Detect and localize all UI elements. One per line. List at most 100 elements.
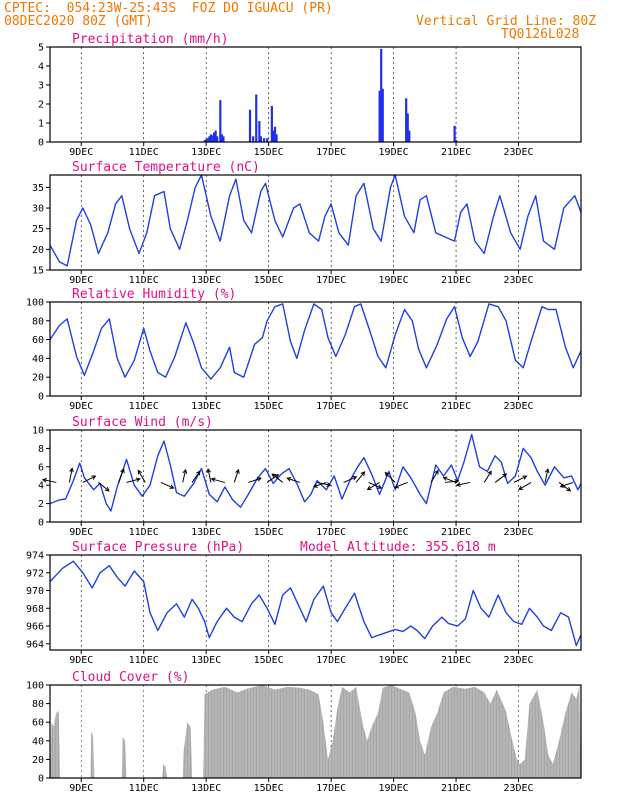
wind-arrow-head bbox=[206, 468, 212, 474]
x-tick-label: 15DEC bbox=[254, 655, 284, 666]
wind-arrow-head bbox=[384, 471, 390, 477]
wind-arrow-head bbox=[182, 468, 188, 474]
y-tick-label: 15 bbox=[32, 266, 44, 277]
x-tick-label: 23DEC bbox=[503, 655, 533, 666]
y-tick-label: 968 bbox=[26, 604, 44, 615]
y-tick-label: 30 bbox=[32, 204, 44, 215]
wind-arrow bbox=[483, 470, 492, 483]
y-tick-label: 0 bbox=[38, 138, 44, 149]
x-tick-label: 13DEC bbox=[191, 783, 221, 794]
x-tick-label: 21DEC bbox=[441, 147, 471, 158]
precip-bar bbox=[273, 126, 277, 142]
panel-title: Cloud Cover (%) bbox=[72, 670, 189, 685]
x-tick-label: 13DEC bbox=[191, 527, 221, 538]
precip-bar bbox=[211, 135, 214, 142]
wind-arrow bbox=[544, 469, 549, 483]
wind-arrow-head bbox=[169, 484, 175, 489]
wind-arrow-head bbox=[377, 484, 383, 489]
wind-arrow-head bbox=[271, 473, 277, 478]
x-tick-label: 9DEC bbox=[69, 401, 93, 412]
wind-arrow bbox=[384, 472, 396, 483]
wind-arrow-head bbox=[137, 469, 142, 475]
wind-arrow bbox=[126, 478, 140, 483]
wind-arrow-head bbox=[235, 468, 240, 474]
x-tick-label: 17DEC bbox=[316, 401, 346, 412]
panel-frame bbox=[49, 684, 582, 779]
y-tick-label: 966 bbox=[26, 622, 44, 633]
wind-arrow bbox=[211, 478, 226, 483]
y-tick-label: 40 bbox=[32, 736, 44, 747]
wind-arrow-head bbox=[326, 482, 332, 487]
x-tick-label: 9DEC bbox=[69, 147, 93, 158]
precip-bar bbox=[270, 105, 273, 142]
wind-arrow-head bbox=[454, 479, 460, 484]
precip-bar bbox=[206, 138, 209, 142]
header-grid-note: Vertical Grid Line: 80Z bbox=[416, 14, 597, 29]
series-line bbox=[49, 560, 582, 647]
wind-arrow bbox=[313, 481, 327, 488]
series-line bbox=[49, 303, 582, 380]
precip-bar bbox=[381, 88, 384, 142]
x-tick-label: 23DEC bbox=[503, 527, 533, 538]
x-tick-label: 23DEC bbox=[503, 147, 533, 158]
x-tick-label: 17DEC bbox=[316, 783, 346, 794]
wind-arrow bbox=[118, 468, 125, 483]
precip-bar bbox=[209, 134, 213, 142]
y-tick-label: 20 bbox=[32, 245, 44, 256]
y-tick-label: 6 bbox=[38, 462, 44, 473]
wind-arrow bbox=[207, 469, 212, 483]
precip-bar bbox=[272, 130, 275, 142]
wind-arrow bbox=[82, 475, 96, 483]
wind-arrow-head bbox=[566, 486, 572, 492]
panel-frame bbox=[49, 429, 582, 523]
wind-arrow bbox=[248, 477, 262, 483]
wind-arrow bbox=[160, 481, 174, 489]
x-tick-label: 15DEC bbox=[254, 783, 284, 794]
wind-arrow bbox=[355, 471, 365, 483]
wind-arrow-head bbox=[487, 470, 492, 476]
wind-arrow-head bbox=[394, 483, 400, 489]
wind-arrow-head bbox=[120, 468, 125, 474]
x-tick-label: 13DEC bbox=[191, 275, 221, 286]
panel-title: Relative Humidity (%) bbox=[72, 287, 236, 302]
precip-bar bbox=[406, 113, 409, 142]
x-tick-label: 13DEC bbox=[191, 401, 221, 412]
x-tick-label: 21DEC bbox=[441, 275, 471, 286]
precip-bar bbox=[219, 100, 222, 142]
wind-arrow bbox=[266, 474, 279, 483]
y-tick-label: 10 bbox=[32, 426, 44, 437]
precip-bar bbox=[275, 134, 278, 142]
precip-bar bbox=[259, 136, 263, 142]
wind-arrow-head bbox=[518, 485, 524, 490]
wind-arrow bbox=[456, 481, 471, 486]
x-tick-label: 15DEC bbox=[254, 527, 284, 538]
wind-arrow-head bbox=[69, 467, 74, 473]
wind-arrow-head bbox=[522, 475, 528, 480]
wind-arrow bbox=[518, 482, 532, 490]
wind-arrow bbox=[271, 473, 284, 483]
cloud-cover-area bbox=[50, 685, 581, 778]
precip-bar bbox=[205, 139, 208, 142]
wind-arrow-head bbox=[352, 476, 358, 481]
wind-arrow bbox=[558, 482, 571, 492]
x-tick-label: 19DEC bbox=[379, 783, 409, 794]
y-tick-label: 972 bbox=[26, 568, 44, 579]
wind-arrow bbox=[98, 482, 110, 492]
x-tick-label: 23DEC bbox=[503, 783, 533, 794]
x-tick-label: 17DEC bbox=[316, 147, 346, 158]
wind-arrow bbox=[191, 470, 201, 483]
y-tick-label: 970 bbox=[26, 586, 44, 597]
y-tick-label: 40 bbox=[32, 354, 44, 365]
x-tick-label: 9DEC bbox=[69, 783, 93, 794]
x-tick-label: 9DEC bbox=[69, 527, 93, 538]
x-tick-label: 21DEC bbox=[441, 783, 471, 794]
wind-arrow bbox=[560, 481, 574, 488]
panel-title: Precipitation (mm/h) bbox=[72, 32, 229, 47]
wind-arrow-head bbox=[196, 470, 201, 476]
y-tick-label: 4 bbox=[38, 481, 44, 492]
panel-frame bbox=[49, 301, 582, 397]
wind-arrow-head bbox=[256, 477, 262, 482]
y-tick-label: 60 bbox=[32, 718, 44, 729]
y-tick-label: 2 bbox=[38, 100, 44, 111]
